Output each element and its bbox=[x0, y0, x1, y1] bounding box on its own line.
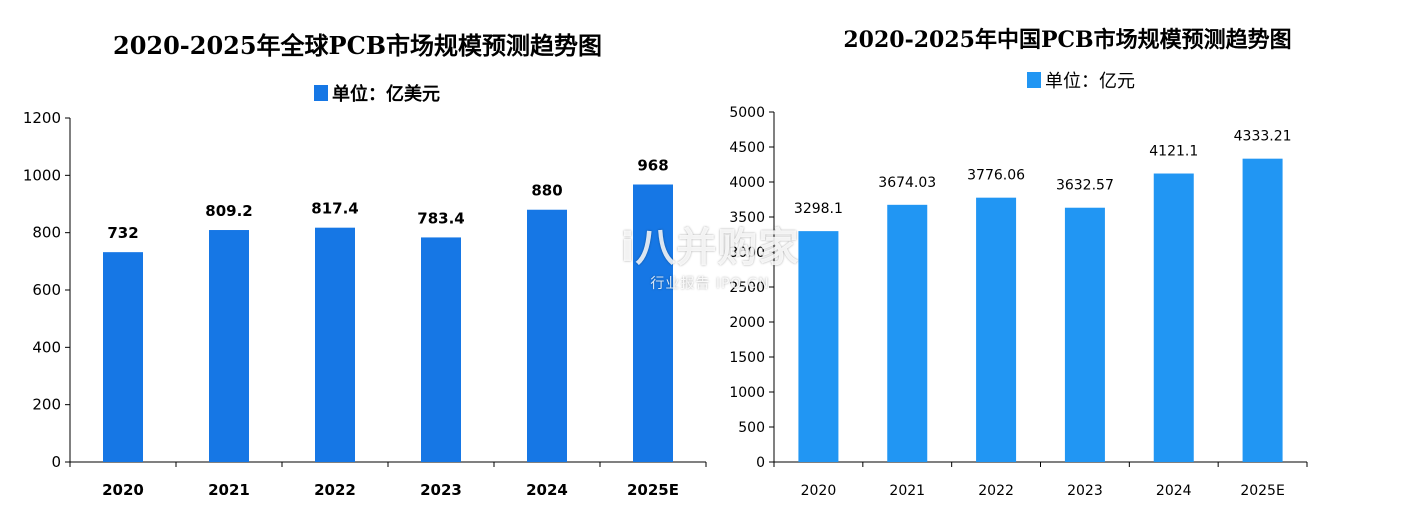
x-tick-label: 2021 bbox=[889, 483, 925, 499]
y-tick-label: 500 bbox=[738, 420, 765, 436]
y-tick-label: 200 bbox=[32, 396, 61, 414]
chart-legend: 单位：亿美元 bbox=[314, 80, 440, 106]
legend-label: 单位：亿美元 bbox=[332, 84, 440, 105]
chart-panel-china: 2020-2025年中国PCB市场规模预测趋势图 单位：亿元 0 500 1000 1… bbox=[715, 0, 1420, 507]
x-tick-label: 2021 bbox=[208, 481, 250, 499]
bar bbox=[976, 197, 1017, 463]
y-tick-label: 600 bbox=[32, 281, 61, 299]
chart-legend: 单位：亿元 bbox=[1027, 67, 1135, 93]
bar bbox=[421, 237, 461, 462]
bar bbox=[1064, 207, 1105, 462]
x-tick-label: 2025E bbox=[627, 481, 679, 499]
data-label: 3776.06 bbox=[967, 168, 1025, 184]
chart-panel-global: 2020-2025年全球PCB市场规模预测趋势图 单位：亿美元 0 200 400 6… bbox=[23, 31, 707, 499]
chart-title: 2020-2025年全球PCB市场规模预测趋势图 bbox=[113, 31, 602, 60]
bar bbox=[1153, 173, 1194, 462]
chart-title: 2020-2025年中国PCB市场规模预测趋势图 bbox=[843, 27, 1292, 53]
bar bbox=[633, 184, 673, 463]
data-label: 4333.21 bbox=[1234, 129, 1292, 145]
x-tick-label: 2023 bbox=[1067, 483, 1103, 499]
x-tick-label: 2025E bbox=[1240, 483, 1284, 499]
bar-chart-china: 0 500 1000 1500 2000 2500 3000 3500 4000 4500 5000… bbox=[729, 105, 1308, 499]
bar bbox=[103, 252, 143, 462]
y-tick-label: 0 bbox=[51, 453, 61, 471]
bar bbox=[527, 209, 567, 462]
bar bbox=[315, 227, 355, 462]
y-tick-label: 4000 bbox=[729, 175, 765, 191]
data-label: 880 bbox=[531, 182, 562, 200]
y-tick-label: 1000 bbox=[23, 166, 61, 184]
x-tick-label: 2022 bbox=[978, 483, 1014, 499]
y-tick-label: 1500 bbox=[729, 350, 765, 366]
data-label: 783.4 bbox=[417, 209, 464, 227]
bar bbox=[887, 204, 928, 462]
legend-swatch bbox=[314, 85, 328, 101]
data-label: 3674.03 bbox=[878, 175, 936, 191]
data-label: 4121.1 bbox=[1149, 144, 1198, 160]
y-tick-label: 3500 bbox=[729, 210, 765, 226]
y-tick-label: 2500 bbox=[729, 280, 765, 296]
y-tick-label: 1000 bbox=[729, 385, 765, 401]
x-tick-label: 2022 bbox=[314, 481, 356, 499]
x-tick-label: 2020 bbox=[801, 483, 837, 499]
x-tick-label: 2023 bbox=[420, 481, 462, 499]
y-tick-label: 5000 bbox=[729, 105, 765, 121]
x-tick-label: 2020 bbox=[102, 481, 144, 499]
y-tick-label: 400 bbox=[32, 338, 61, 356]
y-tick-label: 0 bbox=[756, 455, 765, 471]
legend-label: 单位：亿元 bbox=[1045, 71, 1135, 92]
bar bbox=[1242, 158, 1283, 462]
bar bbox=[209, 230, 249, 462]
y-tick-label: 3000 bbox=[729, 245, 765, 261]
data-label: 968 bbox=[637, 157, 668, 175]
x-tick-label: 2024 bbox=[526, 481, 568, 499]
y-tick-label: 800 bbox=[32, 224, 61, 242]
x-tick-label: 2024 bbox=[1156, 483, 1192, 499]
data-label: 732 bbox=[107, 224, 138, 242]
data-label: 817.4 bbox=[311, 200, 358, 218]
data-label: 3298.1 bbox=[794, 201, 843, 217]
bar bbox=[798, 231, 839, 462]
y-tick-label: 4500 bbox=[729, 140, 765, 156]
y-tick-label: 1200 bbox=[23, 109, 61, 127]
legend-swatch bbox=[1027, 72, 1041, 88]
data-label: 809.2 bbox=[205, 202, 252, 220]
y-tick-label: 2000 bbox=[729, 315, 765, 331]
data-label: 3632.57 bbox=[1056, 178, 1114, 194]
bar-chart-global: 0 200 400 600 800 1000 1200 732 2020 809.2 2021 817… bbox=[23, 109, 707, 499]
